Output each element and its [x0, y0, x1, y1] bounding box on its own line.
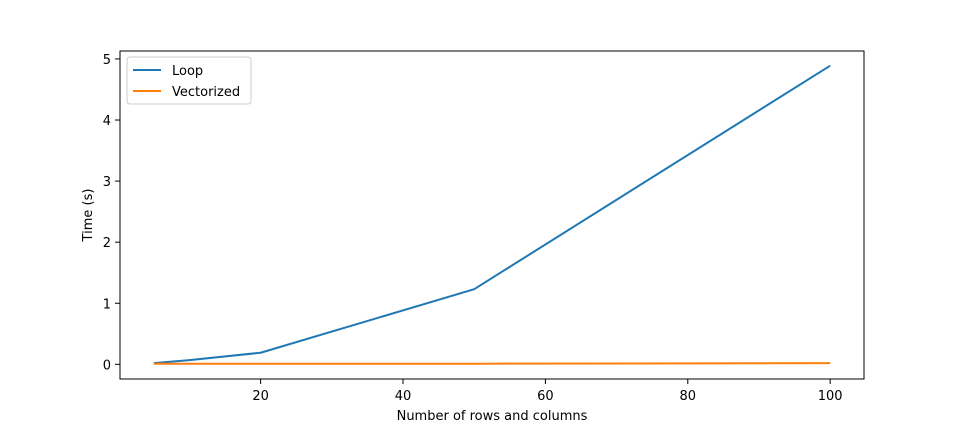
- ticks-layer: 20 40 60 80 100 0 1 2 3 4 5: [103, 53, 843, 404]
- y-tick-label: 1: [103, 297, 111, 312]
- x-tick-label: 100: [818, 389, 843, 404]
- x-axis-title: Number of rows and columns: [397, 409, 588, 424]
- y-tick-label: 0: [103, 358, 111, 373]
- legend: Loop Vectorized: [126, 56, 252, 105]
- x-tick-label: 80: [680, 389, 697, 404]
- x-tick-label: 60: [537, 389, 554, 404]
- plot-frame: [119, 50, 865, 380]
- legend-box: [126, 56, 252, 105]
- y-tick-label: 2: [103, 236, 111, 251]
- series-line-vectorized: [153, 362, 831, 365]
- legend-label-loop: Loop: [172, 64, 203, 79]
- y-tick-label: 3: [103, 175, 111, 190]
- y-tick-label: 4: [103, 114, 111, 129]
- x-tick-label: 40: [395, 389, 412, 404]
- x-tick-label: 20: [252, 389, 269, 404]
- legend-label-vectorized: Vectorized: [172, 85, 240, 100]
- series-line-loop: [153, 64, 831, 365]
- y-axis-title: Time (s): [81, 189, 96, 243]
- plot-area: [120, 51, 864, 379]
- y-tick-label: 5: [103, 53, 111, 68]
- series-layer: [153, 64, 831, 365]
